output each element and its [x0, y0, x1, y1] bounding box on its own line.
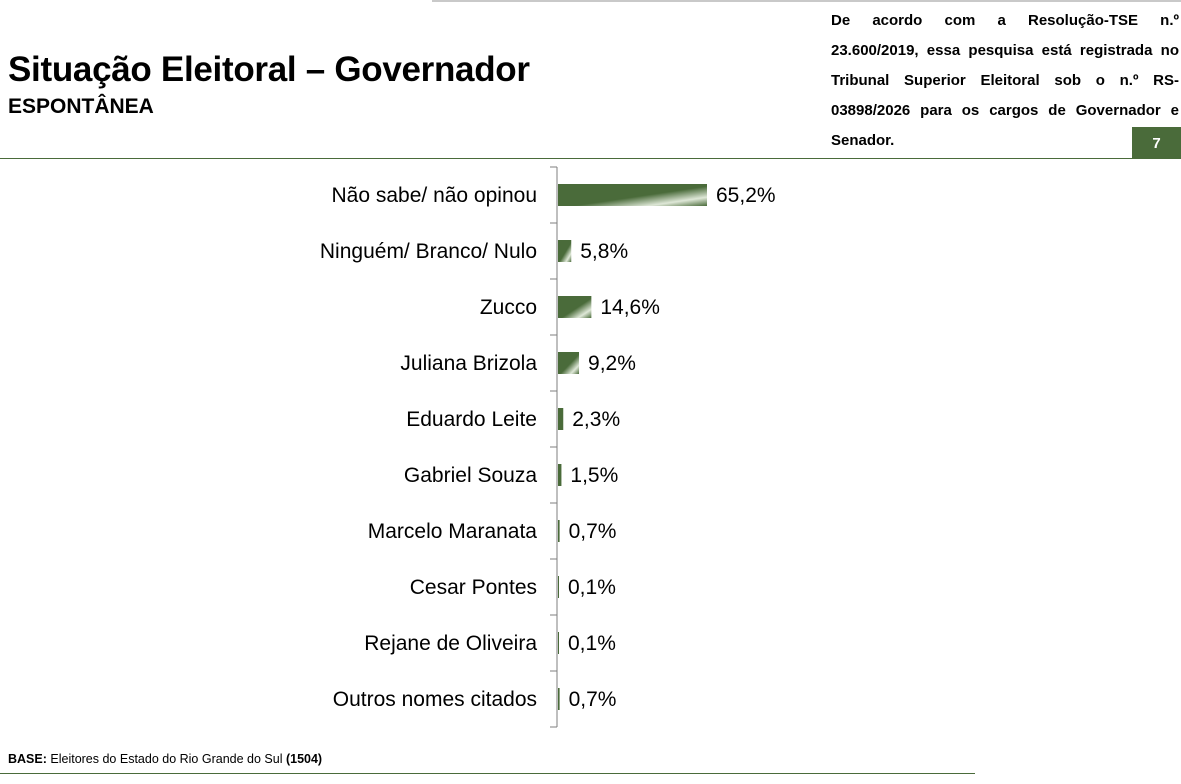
data-label: 65,2% — [716, 184, 776, 207]
category-label: Gabriel Souza — [404, 464, 537, 487]
bar — [558, 352, 580, 374]
bar — [558, 296, 592, 318]
category-label: Marcelo Maranata — [368, 520, 538, 543]
bar — [558, 464, 562, 486]
page-title: Situação Eleitoral – Governador — [8, 50, 530, 89]
base-text: Eleitores do Estado do Rio Grande do Sul — [46, 752, 286, 766]
bar — [558, 408, 564, 430]
category-label: Outros nomes citados — [333, 688, 537, 711]
category-label: Zucco — [480, 296, 537, 319]
footer-rule — [0, 773, 975, 774]
bar-chart: Não sabe/ não opinou 65,2% Ninguém/ Branco… — [320, 166, 776, 728]
data-label: 0,7% — [569, 688, 617, 711]
bar — [558, 184, 707, 206]
category-label: Eduardo Leite — [406, 408, 537, 431]
base-label: BASE: — [8, 752, 47, 766]
bar — [558, 576, 559, 598]
base-count: (1504) — [285, 752, 323, 766]
category-label: Cesar Pontes — [410, 576, 537, 599]
y-axis — [550, 166, 558, 728]
top-rule — [432, 0, 1181, 2]
category-label: Ninguém/ Branco/ Nulo — [320, 240, 537, 263]
data-label: 0,7% — [569, 520, 617, 543]
bar — [558, 520, 560, 542]
data-label: 5,8% — [580, 240, 628, 263]
page-subtitle: ESPONTÂNEA — [8, 95, 154, 118]
page-number-badge: 7 — [1132, 127, 1181, 159]
bar — [558, 632, 559, 654]
data-label: 0,1% — [568, 632, 616, 655]
data-label: 2,3% — [572, 408, 620, 431]
header-rule — [0, 158, 1132, 159]
data-label: 14,6% — [600, 296, 660, 319]
bar — [558, 240, 572, 262]
bar — [558, 688, 560, 710]
data-label: 9,2% — [588, 352, 636, 375]
data-label: 1,5% — [570, 464, 618, 487]
registration-notice: De acordo com a Resolução-TSE n.º 23.600… — [831, 12, 1179, 149]
base-note: BASE: Eleitores do Estado do Rio Grande … — [8, 752, 322, 766]
data-label: 0,1% — [568, 576, 616, 599]
category-label: Rejane de Oliveira — [364, 632, 537, 655]
category-label: Juliana Brizola — [400, 352, 537, 375]
category-label: Não sabe/ não opinou — [332, 184, 538, 207]
